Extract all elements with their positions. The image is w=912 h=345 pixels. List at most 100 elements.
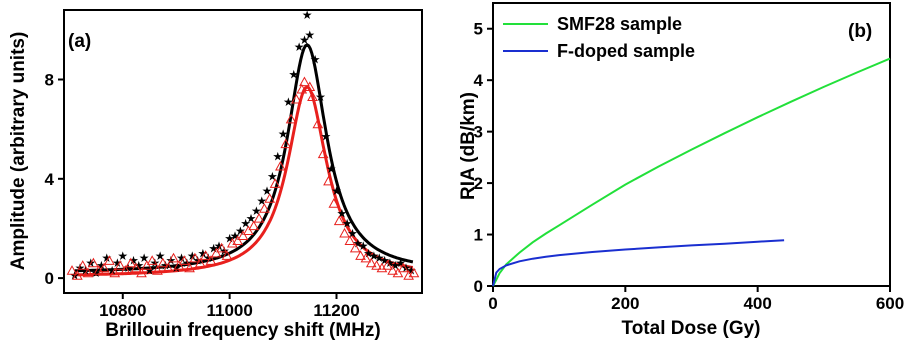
- data-point-triangle: [291, 93, 302, 104]
- y-axis-label-b: RIA (dB/km): [458, 92, 479, 200]
- y-tick-label-a: 4: [45, 170, 55, 189]
- data-point-triangle: [130, 262, 142, 273]
- data-point-star: ★: [283, 95, 294, 109]
- series-line-f-doped: [492, 239, 785, 287]
- plot-frame-a: [63, 9, 423, 294]
- data-point-star: ★: [304, 28, 315, 42]
- data-point-star: ★: [160, 259, 171, 273]
- data-point-triangle: [317, 148, 329, 159]
- data-point-star: ★: [203, 251, 214, 265]
- data-point-triangle: [365, 257, 377, 268]
- data-point-triangle: [299, 76, 310, 87]
- data-point-triangle: [408, 267, 420, 278]
- data-point-star: ★: [182, 256, 193, 270]
- data-point-star: ★: [310, 53, 321, 67]
- data-point-triangle: [136, 267, 147, 278]
- data-point-triangle: [248, 220, 260, 231]
- data-point-star: ★: [171, 261, 182, 275]
- data-point-star: ★: [117, 249, 128, 263]
- data-point-star: ★: [149, 256, 160, 270]
- x-tick-label-a: 11000: [206, 301, 252, 320]
- data-point-star: ★: [278, 127, 289, 141]
- data-point-triangle: [344, 235, 356, 245]
- data-points-a: ★★★★★★★★★★★★★★★★★★★★★★★★★★★★★★★★★★★★★★★★…: [66, 8, 420, 283]
- data-point-triangle: [242, 225, 254, 236]
- data-point-star: ★: [198, 246, 209, 260]
- data-point-star: ★: [267, 169, 278, 183]
- data-point-triangle: [387, 265, 398, 275]
- chart-panel-b: 0 200 400 600 0 1 2 3 4 5 SMF28 sample F-doped sam…: [458, 2, 904, 339]
- data-point-star: ★: [390, 259, 401, 273]
- data-point-triangle: [264, 193, 276, 203]
- data-point-star: ★: [192, 254, 203, 268]
- panel-label-b: (b): [848, 21, 872, 42]
- data-point-star: ★: [369, 249, 380, 263]
- data-point-star: ★: [214, 239, 225, 253]
- data-point-triangle: [109, 267, 121, 278]
- series-line-smf28: [492, 57, 891, 287]
- data-point-star: ★: [133, 259, 144, 273]
- data-point-star: ★: [320, 130, 331, 144]
- x-axis-label-b: Total Dose (Gy): [622, 318, 761, 339]
- data-point-star: ★: [251, 204, 262, 218]
- data-point-triangle: [355, 250, 366, 260]
- data-point-triangle: [285, 113, 297, 124]
- data-point-triangle: [125, 257, 137, 268]
- data-point-triangle: [210, 247, 222, 258]
- data-point-star: ★: [80, 264, 91, 278]
- y-tick-label-b: 0: [474, 277, 483, 296]
- data-point-star: ★: [101, 251, 112, 265]
- data-point-triangle: [141, 260, 153, 270]
- data-point-star: ★: [288, 68, 299, 82]
- data-point-star: ★: [336, 207, 347, 221]
- data-point-star: ★: [256, 194, 267, 208]
- data-point-star: ★: [406, 264, 417, 278]
- legend-b: SMF28 sample F-doped sample: [503, 14, 695, 61]
- data-point-star: ★: [230, 229, 241, 243]
- data-point-triangle: [328, 198, 340, 208]
- data-point-triangle: [307, 91, 318, 101]
- data-point-star: ★: [326, 162, 337, 176]
- data-point-triangle: [98, 262, 110, 273]
- data-point-star: ★: [176, 251, 187, 265]
- data-point-star: ★: [374, 251, 385, 265]
- y-tick-label-a: 0: [45, 269, 54, 288]
- data-point-star: ★: [224, 231, 235, 245]
- data-point-triangle: [157, 257, 169, 268]
- data-point-star: ★: [299, 33, 310, 47]
- data-point-triangle: [77, 260, 89, 270]
- data-point-triangle: [104, 255, 115, 265]
- y-tick-label-a: 8: [45, 71, 54, 90]
- data-point-triangle: [205, 255, 217, 265]
- data-point-star: ★: [352, 236, 363, 250]
- data-point-triangle: [312, 118, 324, 129]
- data-point-triangle: [194, 257, 206, 268]
- data-point-star: ★: [208, 241, 219, 255]
- data-point-star: ★: [358, 239, 369, 253]
- data-point-triangle: [189, 252, 201, 263]
- data-point-star: ★: [294, 40, 305, 54]
- data-point-star: ★: [123, 261, 134, 275]
- data-point-star: ★: [342, 216, 353, 230]
- data-point-star: ★: [302, 8, 313, 22]
- data-point-star: ★: [235, 224, 246, 238]
- data-point-triangle: [200, 250, 211, 260]
- data-point-star: ★: [347, 226, 358, 240]
- data-point-triangle: [168, 252, 179, 263]
- panel-label-a: (a): [68, 31, 91, 52]
- data-point-star: ★: [379, 254, 390, 268]
- x-tick-label-b: 0: [488, 294, 497, 313]
- x-tick-label-a: 10800: [99, 301, 146, 320]
- data-point-star: ★: [165, 254, 176, 268]
- data-point-triangle: [269, 178, 281, 188]
- legend-label: F-doped sample: [557, 41, 695, 61]
- data-point-triangle: [392, 267, 404, 278]
- data-point-triangle: [253, 212, 265, 223]
- y-tick-label-b: 3: [474, 123, 483, 142]
- x-axis-label-a: Brillouin frequency shift (MHz): [105, 320, 381, 341]
- data-point-triangle: [152, 265, 163, 275]
- y-tick-label-b: 1: [474, 226, 483, 245]
- series-lines-b: [492, 57, 891, 287]
